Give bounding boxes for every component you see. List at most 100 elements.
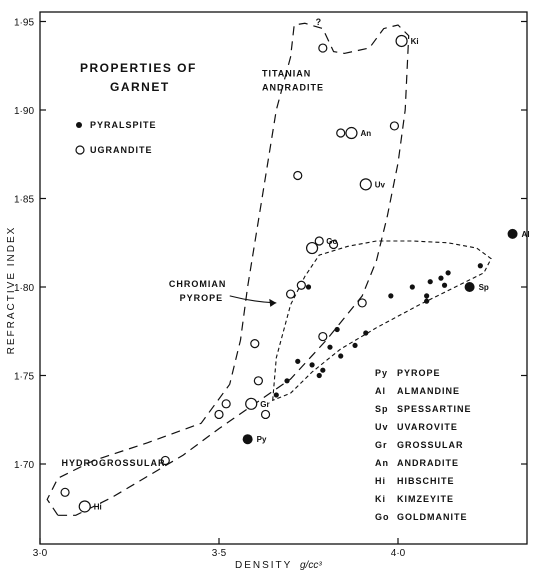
- y-tick-label: 1·90: [14, 106, 34, 117]
- point-label: Al: [522, 230, 530, 239]
- pyralspite-point: [424, 293, 430, 299]
- point-label: Go: [326, 237, 337, 246]
- pyralspite-point: [445, 270, 451, 276]
- legend-marker-ugrandite: [75, 145, 85, 155]
- region-boundary-pyralspite: [272, 240, 492, 402]
- x-tick-label: 3·0: [33, 548, 48, 559]
- ugrandite-point: [286, 289, 296, 299]
- ugrandite-point: [250, 339, 260, 349]
- annotation-label: PYROPE: [180, 293, 224, 303]
- pyralspite-point: [424, 298, 430, 304]
- point-label: Gr: [260, 400, 269, 409]
- y-tick-label: 1·85: [14, 195, 34, 206]
- pyralspite-point: [507, 228, 518, 239]
- ugrandite-point: [345, 126, 358, 140]
- chart-title-line-1: PROPERTIES OF: [80, 61, 197, 75]
- pyralspite-point: [242, 434, 253, 445]
- key-abbr: Py: [375, 368, 388, 378]
- point-label: Sp: [479, 283, 489, 292]
- pyralspite-point: [427, 279, 433, 285]
- ugrandite-point: [293, 170, 303, 181]
- pyralspite-point: [334, 326, 340, 333]
- ugrandite-point: [314, 236, 324, 246]
- pyralspite-point: [273, 392, 279, 398]
- y-axis-title: REFRACTIVE INDEX: [6, 226, 17, 355]
- key-name: ANDRADITE: [397, 458, 459, 468]
- key-abbr: Uv: [375, 422, 389, 432]
- pyralspite-point: [316, 372, 322, 379]
- annotation-label: TITANIAN: [262, 68, 311, 78]
- pyralspite-point: [295, 358, 301, 364]
- legend-label-pyralspite: PYRALSPITE: [90, 120, 157, 130]
- ugrandite-point: [221, 399, 231, 409]
- ugrandite-point: [60, 487, 70, 497]
- legend-label-ugrandite: UGRANDITE: [90, 145, 153, 155]
- ugrandite-point: [260, 409, 271, 420]
- pyralspite-point: [338, 353, 344, 359]
- region-boundary-ugrandite: [46, 22, 410, 516]
- annotation-label: ?: [316, 17, 323, 27]
- ugrandite-point: [318, 43, 328, 53]
- key-name: KIMZEYITE: [397, 494, 454, 504]
- data-points: [60, 34, 518, 513]
- ugrandite-point: [395, 34, 408, 48]
- pyralspite-point: [327, 344, 333, 350]
- pyralspite-point: [438, 275, 444, 281]
- pyralspite-point: [477, 263, 483, 269]
- ugrandite-point: [245, 397, 258, 410]
- plot-frame: [39, 11, 528, 545]
- ugrandite-point: [318, 331, 328, 342]
- ugrandite-point: [357, 298, 367, 308]
- y-tick-label: 1·80: [14, 283, 34, 294]
- pyralspite-point: [409, 284, 415, 290]
- x-axis-unit: g/cc³: [300, 560, 322, 571]
- chromian-pyrope-arrow: [229, 295, 277, 304]
- legend: PYRALSPITE UGRANDITE: [75, 120, 157, 155]
- key-name: UVAROVITE: [397, 422, 458, 432]
- ugrandite-point: [214, 409, 224, 420]
- point-label: An: [360, 129, 371, 138]
- ugrandite-point: [296, 280, 306, 290]
- key-name: SPESSARTINE: [397, 404, 472, 414]
- pyralspite-point: [464, 282, 475, 292]
- annotation-label: CHROMIAN: [169, 279, 227, 289]
- key-name: GOLDMANITE: [397, 512, 468, 522]
- pyralspite-point: [305, 284, 312, 290]
- pyralspite-point: [284, 378, 290, 384]
- ugrandite-point: [253, 376, 263, 386]
- ugrandite-point: [160, 455, 170, 466]
- axis-ticks: 1·70 1·75 1·80 1·85 1·90 1·95 3·0 3·5 4·0: [14, 18, 527, 559]
- chart-title-line-2: GARNET: [110, 80, 170, 94]
- key-name: PYROPE: [397, 368, 441, 378]
- ugrandite-point: [328, 239, 339, 250]
- x-tick-label: 4·0: [391, 548, 406, 559]
- ugrandite-point: [336, 128, 346, 138]
- point-label: Hi: [94, 502, 102, 511]
- key-abbr: Go: [375, 512, 390, 522]
- pyralspite-point: [320, 367, 326, 373]
- pyralspite-point: [441, 282, 448, 288]
- key-abbr: Al: [375, 386, 386, 396]
- x-tick-label: 3·5: [212, 548, 227, 559]
- pyralspite-point: [309, 362, 315, 368]
- ugrandite-point: [389, 121, 400, 131]
- annotations: Py Sp Al Hi Gr Go Uv An Ki TITANIAN ANDRADITE CHROM…: [61, 17, 529, 511]
- key-name: ALMANDINE: [397, 386, 460, 396]
- point-label: Ki: [411, 37, 419, 46]
- pyralspite-point: [352, 342, 358, 349]
- abbreviation-key: Py PYROPE Al ALMANDINE Sp SPESSARTINE Uv UVAROV…: [375, 368, 472, 522]
- key-abbr: Gr: [375, 440, 388, 450]
- annotation-label: HYDROGROSSULAR: [61, 458, 165, 468]
- key-abbr: Hi: [375, 476, 386, 486]
- key-abbr: Ki: [375, 494, 386, 504]
- y-tick-label: 1·95: [14, 18, 34, 29]
- pyralspite-point: [388, 293, 394, 299]
- ugrandite-point: [359, 178, 372, 191]
- regions: [46, 22, 492, 516]
- ugrandite-point: [305, 241, 319, 255]
- pyralspite-point: [363, 330, 369, 336]
- point-label: Uv: [375, 180, 386, 189]
- key-abbr: Sp: [375, 404, 389, 414]
- y-tick-label: 1·70: [14, 460, 34, 471]
